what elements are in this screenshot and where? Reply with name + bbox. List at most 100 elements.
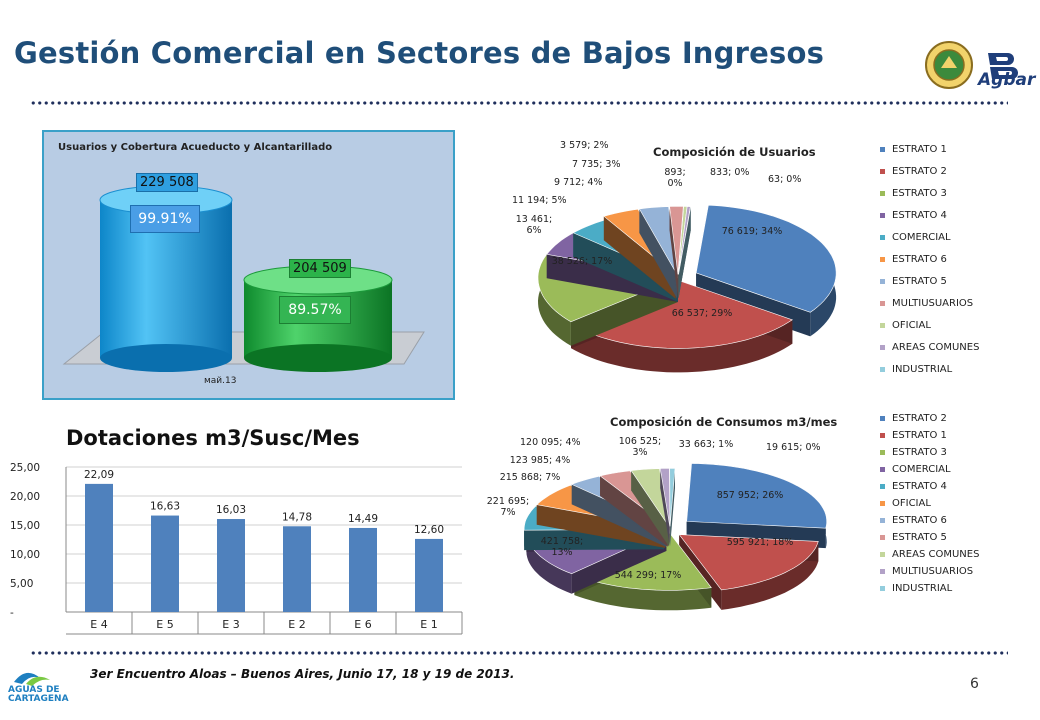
bar: [283, 526, 311, 612]
pie-data-label: 19 615; 0%: [766, 442, 821, 453]
legend-swatch: [880, 415, 885, 421]
legend-swatch: [880, 466, 885, 472]
legend-label: ESTRATO 2: [892, 413, 947, 424]
legend-swatch: [880, 300, 885, 306]
x-tick-label: E 4: [90, 618, 107, 631]
legend-label: COMERCIAL: [892, 232, 951, 243]
pie-data-label: 106 525; 3%: [619, 436, 662, 458]
bar: [349, 527, 377, 612]
legend-swatch: [880, 212, 885, 218]
legend-swatch: [880, 483, 885, 489]
consumption-pie-chart: Composición de Consumos m3/mes 857 952; 2…: [487, 415, 837, 611]
legend-item: OFICIAL: [880, 320, 931, 331]
legend-item: ESTRATO 6: [880, 254, 947, 265]
pie-data-label: 7 735; 3%: [572, 159, 621, 170]
legend-swatch: [880, 534, 885, 540]
y-tick-label: 20,00: [10, 491, 40, 503]
legend-label: ESTRATO 3: [892, 447, 947, 458]
legend-swatch: [880, 366, 885, 372]
legend-item: COMERCIAL: [880, 232, 951, 243]
bar-data-label: 22,09: [84, 469, 114, 481]
aguas-de-cartagena-logo-icon: [14, 672, 50, 686]
pie-data-label: 38 526; 17%: [552, 256, 613, 267]
legend-item: ESTRATO 3: [880, 447, 947, 458]
legend-item: COMERCIAL: [880, 464, 951, 475]
bar-2-coverage-label: 89.57%: [279, 296, 351, 324]
y-tick-label: 25,00: [10, 462, 40, 474]
pie-slice-7: [638, 206, 678, 299]
pie-data-label: 421 758; 13%: [541, 536, 584, 558]
pie-data-label: 544 299; 17%: [615, 570, 682, 581]
legend-swatch: [880, 322, 885, 328]
pie-slice-2: [678, 534, 819, 610]
legend-label: COMERCIAL: [892, 464, 951, 475]
pie-title: Composición de Usuarios: [653, 145, 816, 159]
legend-label: ESTRATO 4: [892, 481, 947, 492]
legend-item: MULTIUSUARIOS: [880, 566, 973, 577]
legend-item: ESTRATO 1: [880, 144, 947, 155]
pie-data-label: 11 194; 5%: [512, 195, 567, 206]
legend-label: MULTIUSUARIOS: [892, 566, 974, 577]
top-divider: [30, 101, 1008, 105]
page-number: 6: [970, 676, 979, 692]
pie-data-label: 13 461; 6%: [516, 214, 552, 236]
legend-item: ESTRATO 2: [880, 413, 947, 424]
pie-data-label: 66 537; 29%: [672, 308, 733, 319]
x-tick-label: E 2: [288, 618, 305, 631]
y-tick-label: 10,00: [10, 549, 40, 561]
pie-data-label: 221 695; 7%: [487, 496, 530, 518]
legend-label: AREAS COMUNES: [892, 549, 980, 560]
legend-item: MULTIUSUARIOS: [880, 298, 973, 309]
legend-item: INDUSTRIAL: [880, 583, 952, 594]
city-seal-icon: [925, 41, 973, 89]
legend-item: ESTRATO 6: [880, 515, 947, 526]
legend-label: AREAS COMUNES: [892, 342, 980, 353]
legend-item: ESTRATO 5: [880, 276, 947, 287]
legend-label: OFICIAL: [892, 498, 931, 509]
bar: [85, 483, 113, 612]
aguas-de-cartagena-logo-text: AGUAS DE CARTAGENA: [8, 685, 69, 704]
legend-swatch: [880, 278, 885, 284]
dotaciones-title: Dotaciones m3/Susc/Mes: [66, 426, 360, 450]
pie-slice-10: [659, 468, 671, 547]
legend-swatch: [880, 432, 885, 438]
legend-swatch: [880, 585, 885, 591]
legend-item: ESTRATO 3: [880, 188, 947, 199]
legend-swatch: [880, 568, 885, 574]
legend-item: ESTRATO 1: [880, 430, 947, 441]
legend-label: ESTRATO 4: [892, 210, 947, 221]
legend-label: MULTIUSUARIOS: [892, 298, 974, 309]
pie-slice-1: [686, 463, 828, 549]
legend-label: ESTRATO 6: [892, 515, 947, 526]
bar-data-label: 12,60: [414, 524, 444, 536]
y-tick-label: 15,00: [10, 520, 40, 532]
legend-item: INDUSTRIAL: [880, 364, 952, 375]
legend-label: ESTRATO 1: [892, 144, 947, 155]
bar-data-label: 16,03: [216, 504, 246, 516]
y-tick-label: 5,00: [10, 578, 33, 590]
legend-item: ESTRATO 5: [880, 532, 947, 543]
legend-label: ESTRATO 3: [892, 188, 947, 199]
legend-label: ESTRATO 1: [892, 430, 947, 441]
legend-item: AREAS COMUNES: [880, 342, 979, 353]
legend-swatch: [880, 449, 885, 455]
legend-label: ESTRATO 5: [892, 532, 947, 543]
legend-item: ESTRATO 2: [880, 166, 947, 177]
legend-label: ESTRATO 2: [892, 166, 947, 177]
bar-1-coverage-label: 99.91%: [130, 205, 200, 233]
legend-item: ESTRATO 4: [880, 481, 947, 492]
bar: [415, 538, 443, 612]
pie-data-label: 3 579; 2%: [560, 140, 609, 151]
x-tick-label: E 3: [222, 618, 239, 631]
legend-swatch: [880, 500, 885, 506]
bar: [151, 515, 179, 612]
legend-label: ESTRATO 6: [892, 254, 947, 265]
legend-label: INDUSTRIAL: [892, 364, 953, 375]
pie-data-label: 9 712; 4%: [554, 177, 603, 188]
pie-data-label: 893; 0%: [664, 167, 685, 189]
legend-swatch: [880, 551, 885, 557]
pie-data-label: 833; 0%: [710, 167, 749, 178]
pie-data-label: 120 095; 4%: [520, 437, 581, 448]
bar: [217, 519, 245, 612]
legend-item: OFICIAL: [880, 498, 931, 509]
